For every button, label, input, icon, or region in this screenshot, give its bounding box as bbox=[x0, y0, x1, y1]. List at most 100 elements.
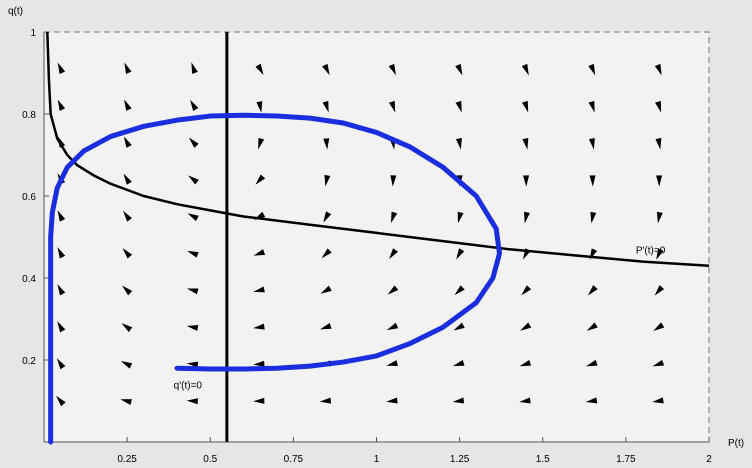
vector-field-arrow bbox=[454, 285, 465, 296]
vector-field-arrow bbox=[122, 248, 133, 259]
vector-field-arrow bbox=[587, 285, 598, 296]
vector-field-arrow bbox=[452, 397, 465, 404]
x-axis-label: P(t) bbox=[728, 438, 744, 449]
vector-field-arrow bbox=[323, 211, 332, 223]
x-tick-label: 2 bbox=[706, 454, 712, 465]
x-tick-label: 1.5 bbox=[536, 454, 550, 465]
vector-field-arrow bbox=[190, 99, 199, 111]
vector-field-arrow bbox=[656, 248, 664, 260]
vector-field-arrow bbox=[520, 322, 532, 331]
vector-field-arrow bbox=[253, 286, 265, 293]
vector-field-arrow bbox=[322, 100, 329, 113]
p-nullcline-curve bbox=[46, 31, 710, 267]
vector-field-arrow bbox=[590, 211, 597, 224]
vector-field-arrow bbox=[255, 63, 264, 76]
vector-field-arrow bbox=[655, 100, 662, 113]
vector-field-arrow bbox=[586, 322, 598, 331]
vector-field-arrow bbox=[588, 138, 595, 150]
q-nullcline-label: q'(t)=0 bbox=[174, 381, 203, 392]
vector-field-arrow bbox=[588, 63, 596, 76]
x-tick-label: 1.25 bbox=[450, 454, 470, 465]
vector-field-arrow bbox=[589, 175, 596, 187]
x-tick-label: 1.75 bbox=[616, 454, 636, 465]
vector-field-arrow bbox=[120, 361, 133, 369]
vector-field-arrow bbox=[523, 175, 530, 187]
vector-field-arrow bbox=[386, 397, 398, 404]
x-tick-label: 0.5 bbox=[203, 454, 217, 465]
vector-field-arrow bbox=[186, 361, 199, 368]
vector-field-arrow bbox=[186, 324, 199, 331]
p-nullcline-label: P'(t)=0 bbox=[636, 245, 666, 256]
vector-field-arrow bbox=[387, 285, 399, 295]
vector-field-arrow bbox=[120, 399, 132, 405]
vector-field-arrow bbox=[324, 174, 331, 187]
vector-field-arrow bbox=[585, 359, 598, 367]
vector-field-arrow bbox=[519, 359, 532, 367]
vector-field-arrow bbox=[123, 210, 133, 222]
vector-field-arrow bbox=[124, 62, 132, 74]
vector-field-arrow bbox=[521, 285, 532, 296]
vector-field-arrow bbox=[652, 359, 665, 367]
y-axis-label: q(t) bbox=[8, 6, 23, 17]
y-tick-label: 0.6 bbox=[22, 192, 36, 203]
vector-field-arrow bbox=[188, 137, 199, 148]
vector-field-arrow bbox=[455, 63, 463, 76]
vector-field-arrow bbox=[258, 137, 265, 150]
y-tick-label: 0.8 bbox=[22, 110, 36, 121]
vector-field-arrow bbox=[389, 248, 398, 260]
vector-field-arrow bbox=[452, 360, 465, 367]
vector-field-arrow bbox=[386, 360, 398, 366]
vector-field-arrow bbox=[319, 323, 332, 330]
vector-field-arrow bbox=[656, 211, 663, 224]
vector-field-arrow bbox=[57, 99, 66, 111]
vector-field-arrow bbox=[191, 62, 198, 74]
vector-field-arrow bbox=[654, 285, 665, 296]
vector-field-arrow bbox=[453, 322, 465, 331]
x-tick-label: 0.25 bbox=[117, 454, 137, 465]
y-tick-label: 0.4 bbox=[22, 274, 36, 285]
vector-field-arrow bbox=[653, 322, 665, 331]
vector-field-arrow bbox=[253, 397, 265, 404]
vector-field-arrow bbox=[655, 138, 662, 150]
vector-field-arrow bbox=[388, 63, 396, 76]
vector-field-arrow bbox=[124, 99, 132, 111]
vector-field-arrow bbox=[56, 395, 66, 407]
vector-field-arrow bbox=[652, 397, 664, 404]
vector-field-arrow bbox=[186, 398, 198, 405]
vector-field-arrow bbox=[654, 63, 662, 76]
vector-field-arrow bbox=[253, 249, 266, 256]
vector-field-arrow bbox=[57, 210, 66, 222]
vector-field-arrow bbox=[455, 100, 462, 113]
vector-field-arrow bbox=[57, 136, 66, 148]
vector-field-arrow bbox=[323, 138, 330, 150]
vector-field-arrow bbox=[390, 175, 397, 187]
vector-field-arrow bbox=[121, 323, 133, 333]
vector-field-arrow bbox=[522, 100, 529, 113]
vector-field-arrow bbox=[524, 211, 530, 224]
trajectory-curve bbox=[48, 112, 503, 445]
vector-field-arrow bbox=[122, 285, 133, 296]
vector-field-arrow bbox=[187, 250, 199, 258]
y-tick-label: 1 bbox=[30, 28, 36, 39]
vector-field-arrow bbox=[188, 175, 199, 185]
vector-field-arrow bbox=[456, 248, 465, 260]
vector-field-arrow bbox=[56, 358, 66, 370]
vector-field-arrow bbox=[57, 62, 66, 74]
vector-field-arrow bbox=[57, 247, 66, 259]
vector-field-arrow bbox=[519, 397, 531, 404]
vector-field-arrow bbox=[57, 284, 66, 296]
vector-field-arrow bbox=[253, 323, 265, 330]
vector-field-arrow bbox=[457, 211, 464, 224]
plot-area bbox=[43, 31, 710, 443]
vector-field-arrow bbox=[256, 101, 263, 113]
vector-field-arrow bbox=[390, 211, 398, 224]
vector-field-arrow bbox=[656, 175, 663, 187]
vector-field-arrow bbox=[123, 136, 132, 148]
vector-field-arrow bbox=[320, 285, 332, 294]
vector-field-arrow bbox=[521, 63, 529, 76]
vector-field-arrow bbox=[255, 174, 266, 185]
vector-field-arrow bbox=[322, 63, 330, 76]
vector-field-arrow bbox=[388, 100, 396, 113]
